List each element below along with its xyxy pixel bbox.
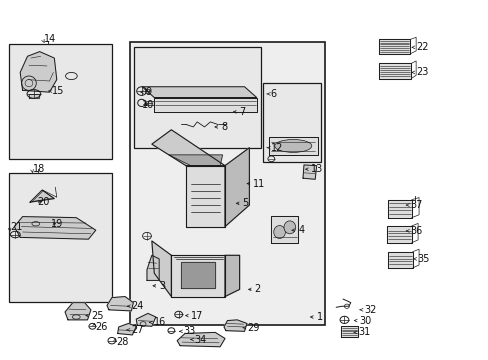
Text: 17: 17	[190, 311, 203, 320]
Polygon shape	[107, 297, 133, 311]
Text: 35: 35	[417, 254, 429, 264]
Polygon shape	[65, 303, 91, 320]
Polygon shape	[152, 241, 171, 297]
Polygon shape	[154, 98, 256, 112]
Text: 22: 22	[416, 42, 428, 52]
Text: 6: 6	[270, 89, 276, 99]
Text: 20: 20	[37, 197, 49, 207]
Polygon shape	[386, 226, 411, 243]
Text: 33: 33	[183, 326, 195, 336]
Polygon shape	[271, 216, 298, 243]
Polygon shape	[146, 101, 154, 105]
Polygon shape	[20, 51, 57, 92]
Polygon shape	[118, 323, 136, 335]
Text: 5: 5	[242, 198, 248, 208]
Text: 30: 30	[358, 316, 370, 325]
Text: 12: 12	[270, 143, 283, 153]
Ellipse shape	[274, 139, 311, 152]
Polygon shape	[142, 87, 256, 98]
Text: 1: 1	[316, 312, 322, 322]
Polygon shape	[185, 166, 224, 226]
Polygon shape	[136, 314, 156, 326]
Ellipse shape	[273, 226, 285, 238]
Bar	[130, 42, 325, 325]
Text: 37: 37	[409, 200, 422, 210]
Polygon shape	[303, 165, 316, 179]
Text: 28: 28	[116, 337, 128, 347]
Text: 16: 16	[154, 318, 166, 327]
Polygon shape	[387, 200, 411, 218]
Polygon shape	[14, 217, 96, 239]
Text: 10: 10	[142, 100, 154, 110]
Text: 4: 4	[298, 225, 304, 235]
Text: 24: 24	[131, 301, 143, 311]
Polygon shape	[171, 255, 224, 297]
Text: 26: 26	[95, 322, 107, 332]
Text: 21: 21	[10, 222, 23, 232]
Text: 29: 29	[247, 323, 259, 333]
Polygon shape	[387, 252, 412, 268]
Text: 2: 2	[254, 284, 261, 294]
Polygon shape	[152, 130, 224, 166]
Bar	[262, 83, 321, 162]
Text: 11: 11	[253, 179, 265, 189]
Bar	[9, 173, 112, 302]
Text: 23: 23	[416, 67, 428, 77]
Text: 7: 7	[239, 107, 245, 117]
Text: 31: 31	[357, 327, 369, 337]
Bar	[9, 44, 112, 159]
Text: 13: 13	[310, 164, 323, 174]
Text: 27: 27	[131, 325, 143, 335]
Polygon shape	[340, 326, 357, 337]
Text: 32: 32	[363, 305, 376, 315]
Text: 36: 36	[409, 226, 422, 236]
Text: 3: 3	[159, 281, 165, 291]
Polygon shape	[147, 255, 159, 280]
Polygon shape	[224, 255, 239, 297]
Polygon shape	[268, 137, 317, 155]
Polygon shape	[29, 94, 39, 98]
Text: 18: 18	[33, 164, 45, 174]
Polygon shape	[168, 155, 222, 166]
Ellipse shape	[284, 221, 295, 234]
Text: 25: 25	[91, 311, 103, 320]
Text: 9: 9	[145, 87, 151, 97]
Bar	[134, 47, 260, 148]
Polygon shape	[378, 63, 410, 78]
Text: 8: 8	[221, 122, 227, 132]
Text: 14: 14	[43, 35, 56, 44]
Polygon shape	[144, 89, 149, 93]
Text: 34: 34	[194, 334, 206, 345]
Polygon shape	[181, 262, 215, 288]
Polygon shape	[224, 148, 249, 226]
Polygon shape	[378, 40, 409, 54]
Text: 19: 19	[51, 219, 63, 229]
Polygon shape	[177, 332, 224, 347]
Text: 15: 15	[52, 86, 64, 96]
Polygon shape	[224, 320, 246, 331]
Polygon shape	[30, 190, 54, 202]
